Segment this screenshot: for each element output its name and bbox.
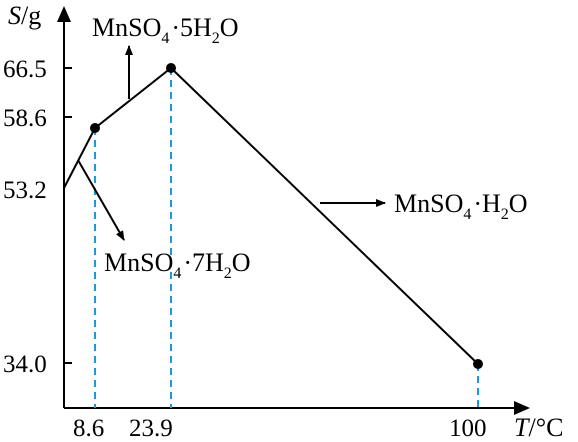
annotation-penta: MnSO4·5H2O <box>92 13 239 47</box>
y-tick-label: 66.5 <box>3 56 47 83</box>
x-tick-label: 23.9 <box>129 415 173 442</box>
x-axis-arrow <box>514 401 530 415</box>
data-point-8-6 <box>90 123 100 133</box>
data-point-100 <box>473 359 483 369</box>
x-axis-label: T/°C <box>514 413 563 442</box>
data-point-23-9 <box>166 63 176 73</box>
y-tick-label: 53.2 <box>3 177 47 204</box>
y-tick-label: 58.6 <box>3 105 47 132</box>
x-tick-label: 100 <box>449 415 487 442</box>
y-axis-label: S/g <box>8 1 41 30</box>
y-tick-label: 34.0 <box>3 351 47 378</box>
annotation-hepta: MnSO4·7H2O <box>104 248 251 282</box>
solubility-curve <box>63 66 479 365</box>
annotation-mono: MnSO4·H2O <box>394 189 528 223</box>
x-tick-label: 8.6 <box>73 415 104 442</box>
y-axis-arrow <box>57 6 71 22</box>
arrow-hepta <box>77 159 125 241</box>
